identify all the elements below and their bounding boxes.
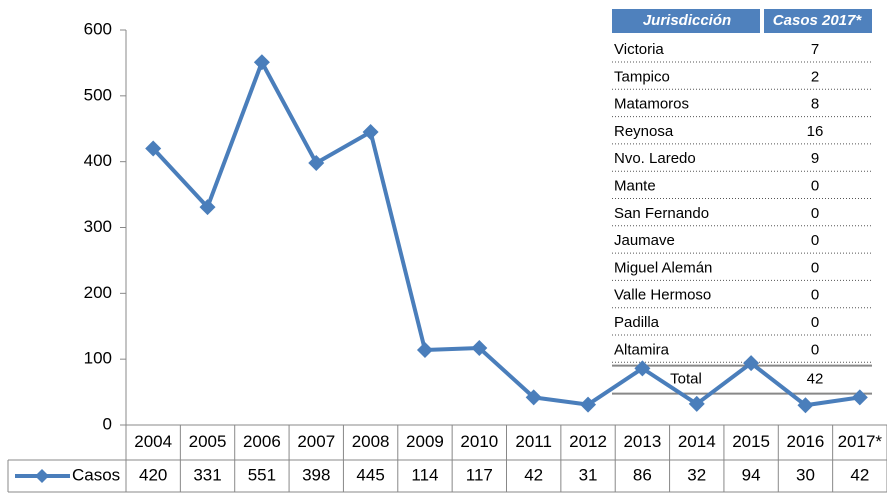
table-total: Total	[670, 371, 702, 388]
data-table-value: 30	[796, 465, 815, 484]
series-line	[151, 60, 861, 408]
x-tick-label: 2009	[406, 432, 444, 451]
table-cell: Miguel Alemán	[614, 259, 712, 276]
data-table-value: 445	[356, 465, 384, 484]
table-cell: Reynosa	[614, 123, 674, 140]
x-tick-label: 2013	[623, 432, 661, 451]
y-tick-label: 300	[84, 217, 112, 236]
table-header: Casos 2017*	[773, 12, 863, 29]
data-table-value: 117	[466, 465, 493, 484]
data-table-value: 114	[411, 465, 438, 484]
y-tick-label: 600	[84, 19, 112, 38]
marker	[362, 124, 379, 141]
data-table-value: 94	[742, 465, 761, 484]
legend-marker	[35, 469, 49, 483]
table-cell: 0	[811, 314, 819, 331]
x-tick-label: 2011	[515, 432, 552, 451]
table-cell: 8	[811, 96, 819, 113]
x-tick-label: 2014	[678, 432, 716, 451]
data-table-value: 551	[248, 465, 276, 484]
marker	[416, 341, 433, 358]
marker	[688, 395, 705, 412]
legend-label: Casos	[72, 465, 120, 484]
marker	[743, 355, 760, 372]
table-cell: 9	[811, 150, 819, 167]
table-header: Jurisdicción	[643, 12, 731, 29]
table-cell: Matamoros	[614, 96, 689, 113]
marker	[851, 389, 868, 406]
data-table-value: 42	[524, 465, 543, 484]
table-cell: 0	[811, 205, 819, 222]
x-tick-label: 2007	[297, 432, 335, 451]
table-cell: Mante	[614, 177, 656, 194]
y-tick-label: 400	[84, 151, 112, 170]
table-cell: 0	[811, 232, 819, 249]
x-tick-label: 2010	[460, 432, 498, 451]
data-table-value: 86	[633, 465, 652, 484]
y-tick-label: 500	[84, 85, 112, 104]
table-cell: 0	[811, 341, 819, 358]
marker	[580, 396, 597, 413]
y-tick-label: 0	[103, 414, 112, 433]
y-tick-label: 100	[84, 349, 112, 368]
table-cell: Nvo. Laredo	[614, 150, 696, 167]
table-cell: Valle Hermoso	[614, 287, 711, 304]
table-cell: Altamira	[614, 341, 670, 358]
x-tick-label: 2008	[352, 432, 390, 451]
table-cell: Victoria	[614, 41, 664, 58]
marker	[634, 360, 651, 377]
table-header-cell	[764, 9, 872, 33]
y-tick-label: 200	[84, 283, 112, 302]
data-table-value: 32	[687, 465, 706, 484]
marker	[471, 339, 488, 356]
x-tick-label: 2006	[243, 432, 281, 451]
table-cell: 0	[811, 287, 819, 304]
table-cell: San Fernando	[614, 205, 709, 222]
x-tick-label: 2005	[189, 432, 227, 451]
marker	[797, 397, 814, 414]
table-cell: 0	[811, 177, 819, 194]
table-cell: 7	[811, 41, 819, 58]
data-table-value: 398	[302, 465, 330, 484]
marker	[253, 54, 270, 71]
marker	[525, 389, 542, 406]
x-tick-label: 2016	[787, 432, 825, 451]
data-table-value: 420	[139, 465, 167, 484]
marker	[145, 140, 162, 157]
data-table-value: 31	[579, 465, 598, 484]
table-cell: 16	[807, 123, 824, 140]
table-cell: Padilla	[614, 314, 660, 331]
x-tick-label: 2015	[732, 432, 770, 451]
table-cell: 0	[811, 259, 819, 276]
x-tick-label: 2012	[569, 432, 607, 451]
x-tick-label: 2017*	[838, 432, 883, 451]
marker	[308, 154, 325, 171]
table-cell: Tampico	[614, 68, 670, 85]
x-tick-label: 2004	[134, 432, 172, 451]
table-total: 42	[807, 371, 824, 388]
data-table-value: 42	[850, 465, 869, 484]
marker	[199, 199, 216, 216]
data-table-value: 331	[193, 465, 221, 484]
table-header-cell	[612, 9, 760, 33]
table-cell: 2	[811, 68, 819, 85]
table-cell: Jaumave	[614, 232, 675, 249]
